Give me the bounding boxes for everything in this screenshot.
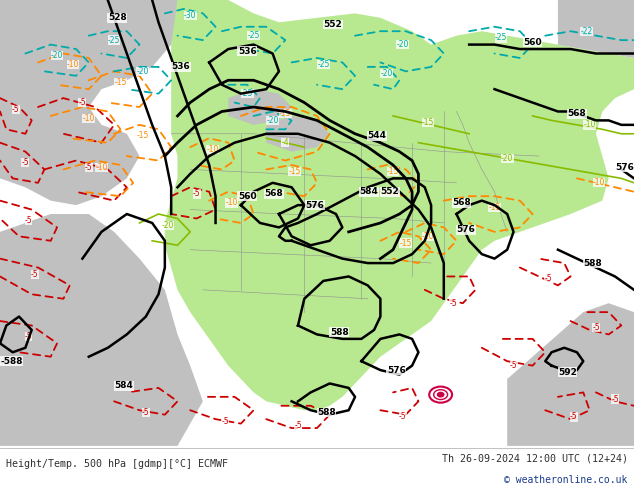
Text: -20: -20 — [396, 40, 409, 49]
Text: 588: 588 — [317, 408, 336, 417]
Text: -5: -5 — [545, 274, 552, 283]
Text: -10: -10 — [67, 60, 79, 69]
Text: 588: 588 — [583, 259, 602, 268]
Text: -15: -15 — [136, 131, 149, 141]
Text: -15: -15 — [422, 118, 434, 127]
Text: -4: -4 — [281, 138, 289, 147]
Text: -5: -5 — [22, 158, 29, 167]
Text: -15: -15 — [288, 167, 301, 176]
Text: -5: -5 — [510, 361, 517, 370]
Text: 568: 568 — [452, 198, 471, 207]
Text: -5: -5 — [450, 299, 457, 308]
Text: -5: -5 — [611, 394, 619, 404]
Text: -10: -10 — [422, 232, 434, 241]
Text: -25: -25 — [241, 89, 254, 98]
Text: -15: -15 — [279, 109, 292, 118]
Text: -25: -25 — [108, 36, 120, 45]
Text: -10: -10 — [206, 145, 219, 154]
Text: -30: -30 — [184, 11, 197, 20]
Text: 536: 536 — [238, 47, 257, 56]
Text: 552: 552 — [323, 20, 342, 29]
Text: -5: -5 — [570, 413, 578, 421]
Text: -20: -20 — [380, 69, 393, 78]
Text: -10: -10 — [225, 198, 238, 207]
Text: 576: 576 — [615, 163, 634, 172]
Text: -15: -15 — [387, 167, 399, 176]
Circle shape — [437, 392, 444, 397]
Text: 536: 536 — [171, 62, 190, 72]
Text: 568: 568 — [264, 190, 283, 198]
Text: 588: 588 — [330, 328, 349, 337]
Text: -5: -5 — [12, 105, 20, 114]
Text: -20: -20 — [162, 220, 174, 230]
Text: 584: 584 — [359, 187, 378, 196]
Text: -10: -10 — [583, 121, 596, 129]
Text: -5: -5 — [399, 413, 406, 421]
Text: -10: -10 — [95, 163, 108, 172]
Text: -10: -10 — [593, 178, 605, 187]
Text: Th 26-09-2024 12:00 UTC (12+24): Th 26-09-2024 12:00 UTC (12+24) — [442, 453, 628, 463]
Text: 528: 528 — [108, 13, 127, 23]
Text: © weatheronline.co.uk: © weatheronline.co.uk — [504, 475, 628, 485]
Text: -5: -5 — [31, 270, 39, 279]
Text: -5: -5 — [193, 190, 200, 198]
Text: -15: -15 — [488, 203, 501, 212]
Text: 592: 592 — [558, 368, 577, 377]
Text: -5: -5 — [221, 417, 229, 426]
Text: 552: 552 — [380, 187, 399, 196]
Text: -5: -5 — [294, 421, 302, 430]
Text: -5: -5 — [85, 163, 93, 172]
Text: 584: 584 — [114, 381, 133, 390]
Text: -22: -22 — [580, 27, 593, 36]
Text: -15: -15 — [114, 78, 127, 87]
Text: -5: -5 — [79, 98, 86, 107]
Text: 576: 576 — [306, 200, 325, 210]
Text: -20: -20 — [501, 154, 514, 163]
Text: -20: -20 — [266, 116, 279, 125]
Text: -15: -15 — [399, 239, 412, 247]
Text: -25: -25 — [317, 60, 330, 69]
Text: -588: -588 — [0, 357, 23, 366]
Text: -25: -25 — [495, 33, 507, 43]
Text: -10: -10 — [82, 114, 95, 122]
Text: 576: 576 — [387, 366, 406, 374]
Text: Height/Temp. 500 hPa [gdmp][°C] ECMWF: Height/Temp. 500 hPa [gdmp][°C] ECMWF — [6, 460, 228, 469]
Text: -5: -5 — [25, 332, 32, 341]
Text: -5: -5 — [25, 216, 32, 225]
Text: 560: 560 — [523, 38, 542, 47]
Text: -20: -20 — [136, 67, 149, 76]
Text: -25: -25 — [247, 31, 260, 40]
Text: -20: -20 — [51, 51, 63, 60]
Text: -5: -5 — [592, 323, 600, 332]
Text: -5: -5 — [142, 408, 150, 417]
Text: 560: 560 — [238, 192, 257, 201]
Text: 544: 544 — [368, 131, 387, 141]
Text: 568: 568 — [567, 109, 586, 118]
Text: 576: 576 — [456, 225, 476, 234]
